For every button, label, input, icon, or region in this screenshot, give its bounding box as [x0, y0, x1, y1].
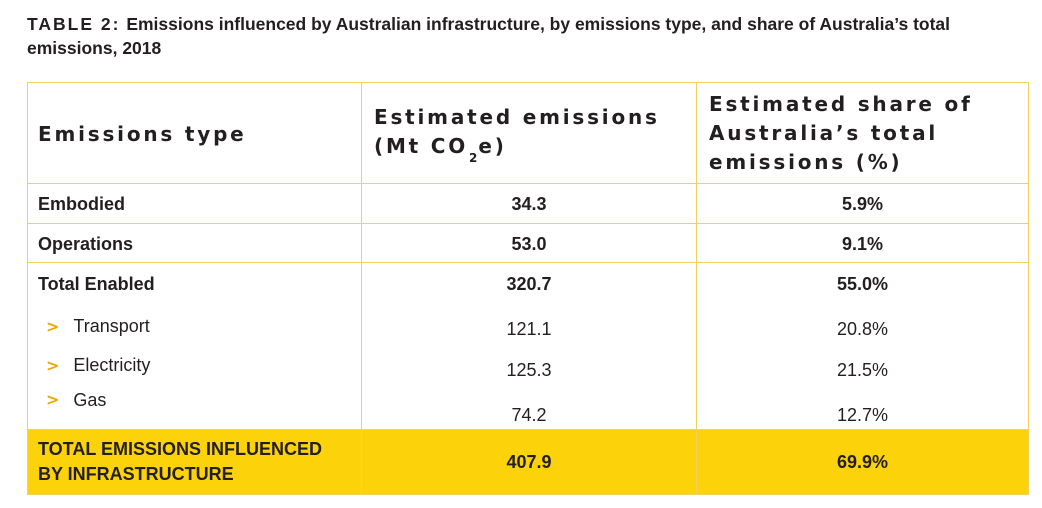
row-share: 5.9%: [696, 184, 1028, 223]
table-row: Total Enabled 320.7 55.0%: [28, 263, 1028, 303]
subrow-share: 21.5%: [696, 343, 1028, 383]
subrow-emissions: 125.3: [361, 343, 696, 383]
table-label: TABLE 2:: [27, 14, 121, 34]
table-subrow: > Electricity 125.3 21.5%: [28, 343, 1028, 383]
header-emissions-type: Emissions type: [38, 121, 247, 146]
table-row: Embodied 34.3 5.9%: [28, 184, 1028, 224]
header-estimated-share: Estimated share of Australia’s total emi…: [696, 83, 1028, 183]
row-share: 9.1%: [696, 224, 1028, 262]
total-type: TOTAL EMISSIONS INFLUENCED BY INFRASTRUC…: [38, 439, 323, 484]
header-col3-line1: Estimated share of: [709, 91, 973, 116]
emissions-table: Emissions type Estimated emissions (Mt C…: [27, 82, 1029, 495]
table-row: Operations 53.0 9.1%: [28, 224, 1028, 263]
table-caption: TABLE 2: Emissions influenced by Austral…: [27, 12, 1017, 60]
table-title: Emissions influenced by Australian infra…: [27, 14, 951, 58]
header-col2-line1: Estimated emissions: [374, 104, 660, 129]
subrow-type: > Transport: [46, 315, 150, 336]
subrow-emissions: 121.1: [361, 303, 696, 343]
table-subrow: > Transport 121.1 20.8%: [28, 303, 1028, 343]
row-emissions: 53.0: [361, 224, 696, 262]
row-type: Embodied: [38, 194, 126, 214]
chevron-right-icon: >: [46, 355, 60, 375]
total-share: 69.9%: [696, 430, 1028, 494]
subscript-2: 2: [469, 150, 478, 165]
row-emissions: 320.7: [361, 263, 696, 303]
header-col3-line3: emissions (%): [709, 149, 903, 174]
subrow-share: 12.7%: [696, 383, 1028, 429]
chevron-right-icon: >: [46, 390, 60, 409]
subrow-type: > Gas: [46, 390, 107, 410]
header-col3-line2: Australia’s total: [709, 120, 939, 145]
subrow-type: > Electricity: [46, 354, 151, 375]
row-share: 55.0%: [696, 263, 1028, 303]
row-type: Operations: [38, 233, 134, 254]
row-type: Total Enabled: [38, 273, 155, 294]
table-header-row: Emissions type Estimated emissions (Mt C…: [28, 83, 1028, 184]
chevron-right-icon: >: [46, 316, 60, 336]
table-subrow: > Gas 74.2 12.7%: [28, 383, 1028, 429]
row-emissions: 34.3: [361, 184, 696, 223]
header-estimated-emissions: Estimated emissions (Mt CO2e): [361, 83, 696, 183]
header-col2-line2: (Mt CO2e): [374, 133, 507, 165]
subrow-share: 20.8%: [696, 303, 1028, 343]
total-emissions: 407.9: [361, 430, 696, 494]
subrow-emissions: 74.2: [361, 383, 696, 429]
table-total-row: TOTAL EMISSIONS INFLUENCED BY INFRASTRUC…: [28, 429, 1028, 494]
